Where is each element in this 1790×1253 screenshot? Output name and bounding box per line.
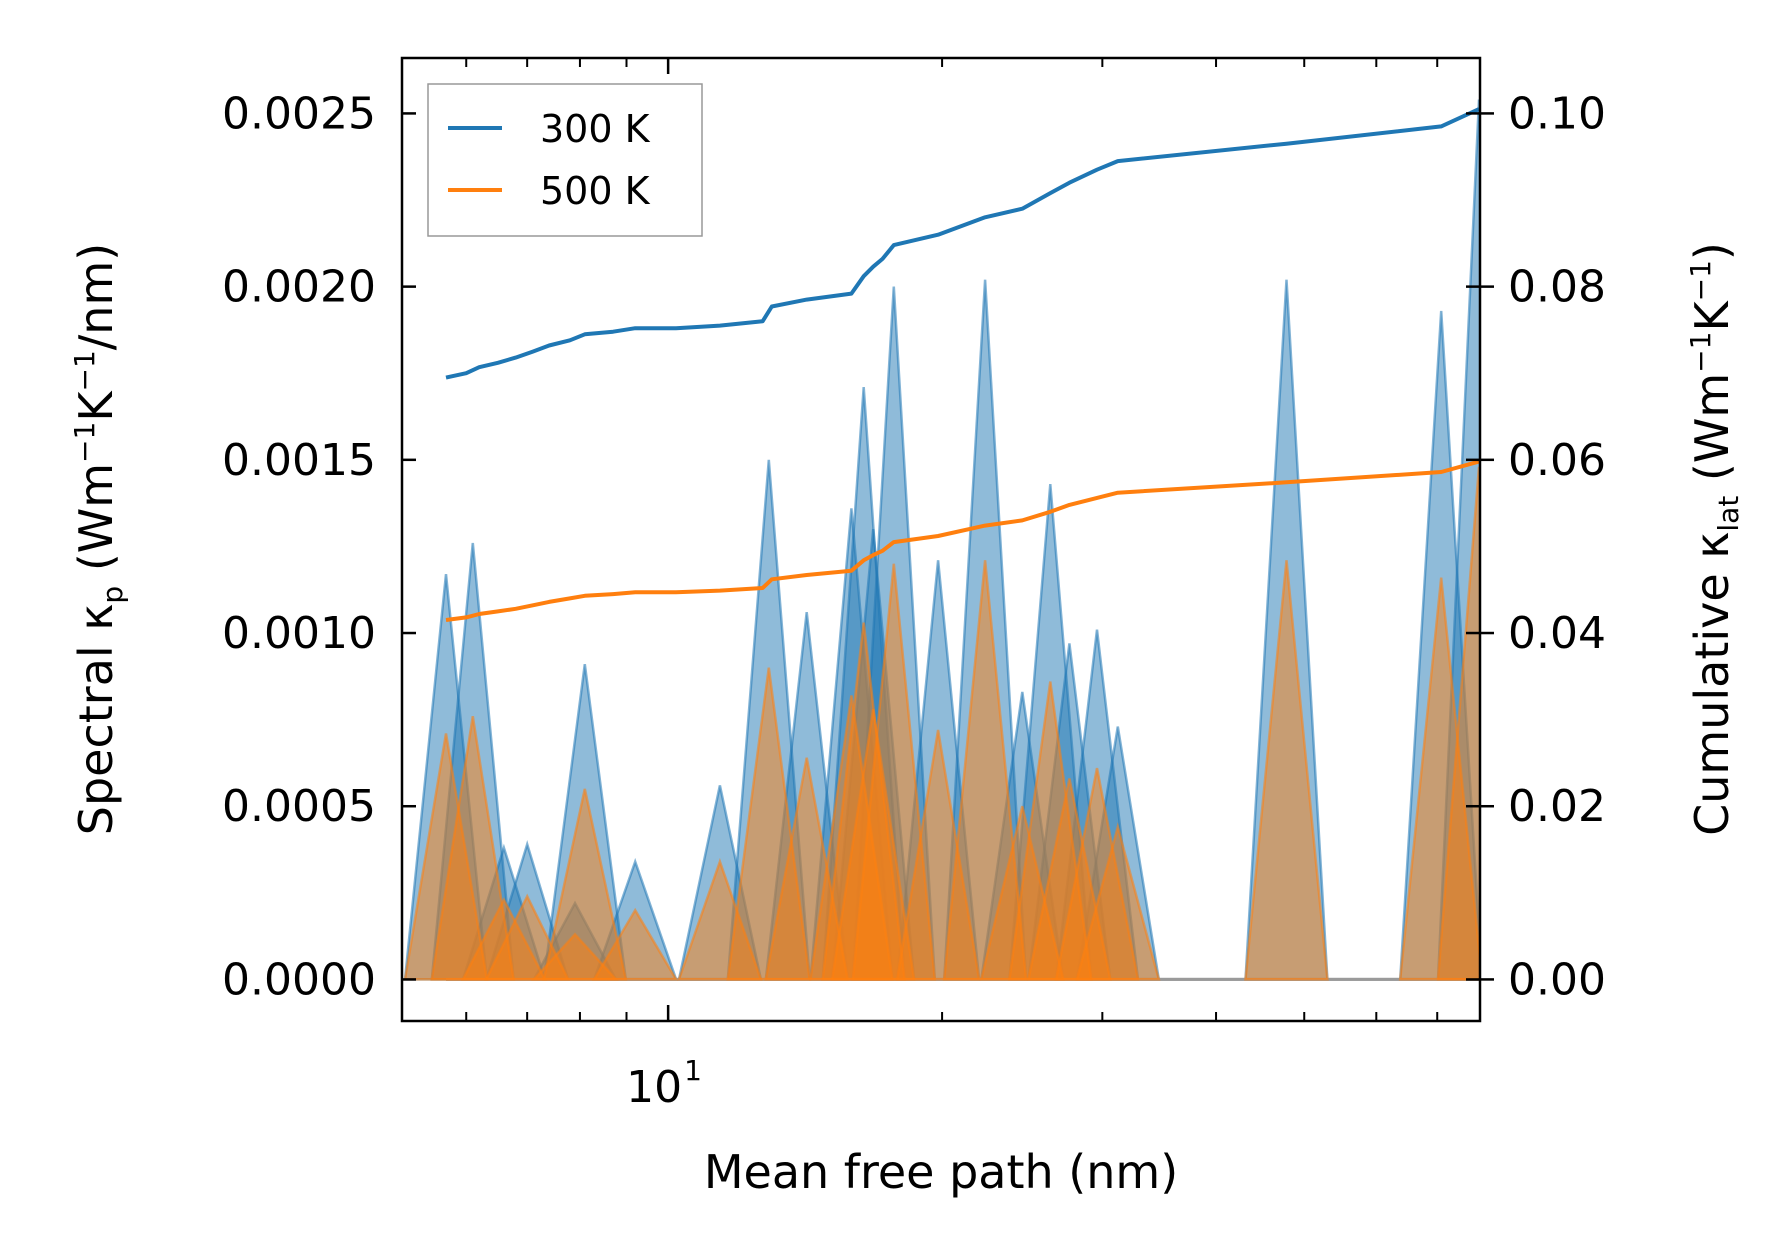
y-right-tick-label-0: 0.00 [1508,954,1606,1005]
spectral-peak-1-6 [592,907,679,981]
cumulative-line-layer [445,107,1480,622]
y-left-tick-label-0: 0.0000 [222,954,376,1005]
y-left-unit-suffix: /nm) [69,243,123,350]
y-left-unit-mid: K [69,390,123,422]
x-tick-base: 10 [626,1062,682,1113]
y-right-tick-label-2: 0.04 [1508,608,1606,659]
y-left-sup1: −1 [68,422,101,463]
y-right-sup2: −1 [1684,260,1717,301]
cumulative-line-0 [445,107,1480,380]
spectral-peak-1-5 [542,788,628,981]
y-left-tick-label-2: 0.0010 [222,608,376,659]
x-tick-exponent: 1 [684,1054,702,1087]
legend: 300 K 500 K [427,83,703,237]
spectral-peak-1-21 [1244,560,1329,981]
cumulative-line-1 [445,459,1480,622]
legend-box [427,83,703,237]
y-right-sub: lat [1712,496,1745,532]
axis-ticks: 0.0000 0.0005 0.0010 0.0015 0.0020 0.0025 0.00… [222,58,1606,1021]
y-left-tick-label-3: 0.0015 [222,435,376,486]
y-right-main: Cumulative κ [1685,532,1739,836]
y-right-unit-prefix: (Wm [1685,373,1739,496]
y-left-unit-prefix: (Wm [69,463,123,586]
legend-label-500k: 500 K [540,169,651,213]
y-left-tick-label-1: 0.0005 [222,781,376,832]
legend-label-300k: 300 K [540,107,651,151]
y-left-main: Spectral κ [69,604,123,836]
y-right-tick-label-5: 0.10 [1508,88,1606,139]
y-right-tick-label-3: 0.06 [1508,435,1606,486]
plot-frame [400,56,1482,1023]
y-axis-label-right: Cumulative κlat (Wm−1K−1) [1684,242,1745,836]
y-right-tick-label-1: 0.02 [1508,781,1606,832]
x-axis-label: Mean free path (nm) [704,1145,1178,1199]
y-right-unit-mid: K [1685,300,1739,332]
y-right-tick-label-4: 0.08 [1508,262,1606,313]
spectral-peak-1-20 [1075,822,1161,981]
y-left-tick-label-5: 0.0025 [222,88,376,139]
y-left-tick-label-4: 0.0020 [222,262,376,313]
y-axis-label-left: Spectral κp (Wm−1K−1/nm) [68,243,129,835]
y-right-unit-suffix: ) [1685,242,1739,260]
x-tick-label-10: 10 1 [626,1054,702,1113]
y-left-sup2: −1 [68,350,101,391]
spectral-area-layer [403,99,1480,981]
y-right-sup1: −1 [1684,332,1717,373]
y-left-sub: p [96,586,129,604]
